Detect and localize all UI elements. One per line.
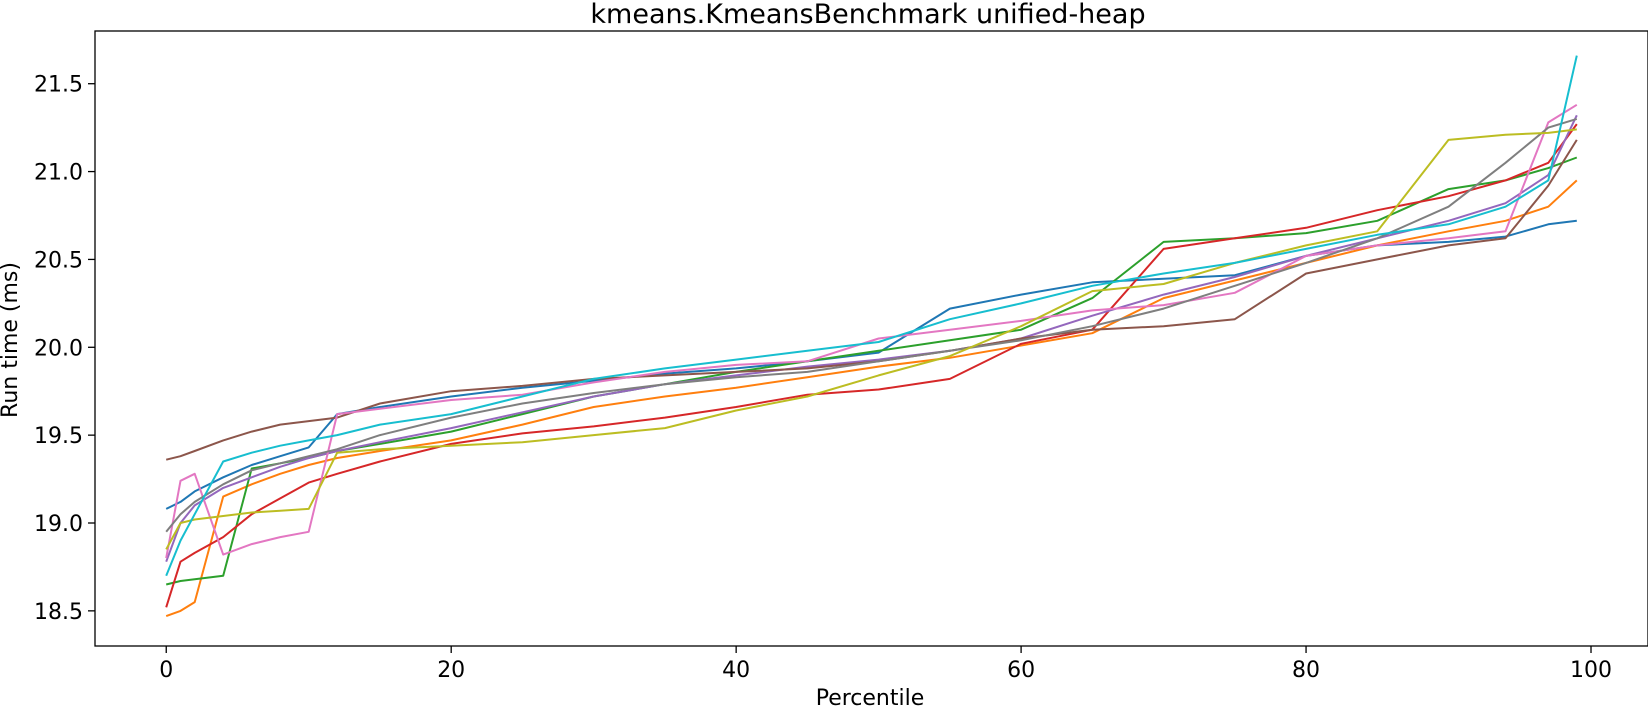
y-tick-label: 19.0 (34, 512, 83, 537)
series-line-3 (165, 156, 1578, 586)
series-line-7 (165, 103, 1578, 559)
series-line-2 (165, 179, 1578, 618)
series-line-6 (165, 139, 1578, 461)
y-tick-label: 19.5 (34, 424, 83, 449)
series-line-4 (165, 123, 1578, 608)
y-tick-label: 21.0 (34, 161, 83, 186)
x-tick-label: 100 (1570, 658, 1612, 683)
x-tick-label: 40 (722, 658, 750, 683)
y-tick-label: 21.5 (34, 73, 83, 98)
y-tick-label: 20.0 (34, 336, 83, 361)
series-line-8 (165, 117, 1578, 533)
series-line-9 (165, 128, 1577, 550)
x-tick-label: 80 (1292, 658, 1320, 683)
x-axis: 0 20 40 60 80 100 (159, 646, 1612, 683)
x-tick-label: 60 (1007, 658, 1035, 683)
series-line-1 (165, 219, 1577, 510)
y-tick-label: 20.5 (34, 248, 83, 273)
y-axis: 18.5 19.0 19.5 20.0 20.5 21.0 21.5 (34, 73, 95, 625)
series-line-10 (165, 55, 1578, 577)
series-layer (165, 55, 1578, 618)
x-tick-label: 20 (437, 658, 465, 683)
plot-area-frame (94, 30, 1648, 647)
chart-title: kmeans.KmeansBenchmark unified-heap (590, 0, 1145, 30)
series-line-5 (165, 114, 1578, 563)
x-axis-label: Percentile (816, 686, 925, 710)
y-tick-label: 18.5 (34, 600, 83, 625)
y-axis-label: Run time (ms) (0, 262, 23, 418)
x-tick-label: 0 (159, 658, 173, 683)
